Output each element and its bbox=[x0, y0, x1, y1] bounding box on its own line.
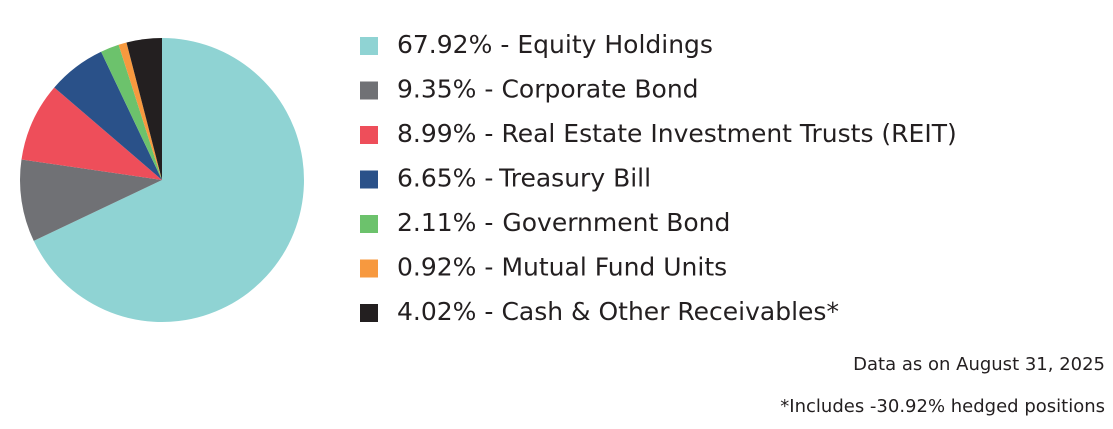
legend-category: Mutual Fund Units bbox=[501, 253, 727, 282]
pie-slice bbox=[101, 44, 162, 181]
legend-swatch bbox=[360, 215, 378, 233]
legend-label: 8.99% - Real Estate Investment Trusts (REI… bbox=[397, 119, 957, 148]
legend-category: Real Estate Investment Trusts (REIT) bbox=[501, 119, 956, 148]
legend-category: Treasury Bill bbox=[498, 164, 651, 193]
legend-separator: - bbox=[484, 75, 493, 104]
legend-value: 67.92% bbox=[397, 30, 492, 59]
legend-label: 9.35% - Corporate Bond bbox=[397, 75, 699, 104]
legend-value: 0.92% bbox=[397, 253, 476, 282]
legend-separator: - bbox=[484, 253, 493, 282]
legend-swatch bbox=[360, 170, 378, 189]
pie-slice bbox=[118, 42, 162, 181]
pie-slice bbox=[54, 51, 162, 180]
legend-separator: - bbox=[500, 30, 509, 59]
legend-separator: - bbox=[484, 208, 494, 237]
legend-label: 6.65% - Treasury Bill bbox=[397, 164, 651, 193]
pie-slice bbox=[126, 38, 162, 180]
legend-separator: - bbox=[484, 164, 492, 193]
legend-value: 9.35% bbox=[397, 75, 476, 104]
legend-label: 67.92% - Equity Holdings bbox=[397, 30, 713, 59]
legend-value: 2.11% bbox=[397, 208, 476, 237]
legend-swatch bbox=[360, 37, 378, 55]
legend-label: 0.92% - Mutual Fund Units bbox=[397, 253, 727, 282]
note: *Includes -30.92% hedged positions bbox=[780, 396, 1105, 417]
legend-category: Corporate Bond bbox=[501, 75, 698, 104]
legend-value: 6.65% bbox=[397, 164, 476, 193]
legend-label: 4.02% - Cash & Other Receivables* bbox=[397, 297, 839, 326]
legend-separator: - bbox=[484, 297, 493, 326]
legend-swatch bbox=[360, 304, 378, 322]
legend-swatch bbox=[360, 259, 378, 278]
legend-swatch bbox=[360, 81, 378, 100]
legend-swatch bbox=[360, 126, 378, 144]
legend-label: 2.11% - Government Bond bbox=[397, 208, 730, 237]
legend-value: 4.02% bbox=[397, 297, 476, 326]
legend-category: Cash & Other Receivables* bbox=[501, 297, 839, 326]
legend-separator: - bbox=[484, 119, 493, 148]
pie-slice bbox=[20, 159, 162, 241]
note: Data as on August 31, 2025 bbox=[853, 354, 1105, 375]
pie-slice bbox=[33, 38, 305, 322]
pie-slice bbox=[21, 87, 163, 180]
legend-category: Government Bond bbox=[502, 208, 730, 237]
legend-value: 8.99% bbox=[397, 119, 476, 148]
legend-category: Equity Holdings bbox=[517, 30, 713, 59]
